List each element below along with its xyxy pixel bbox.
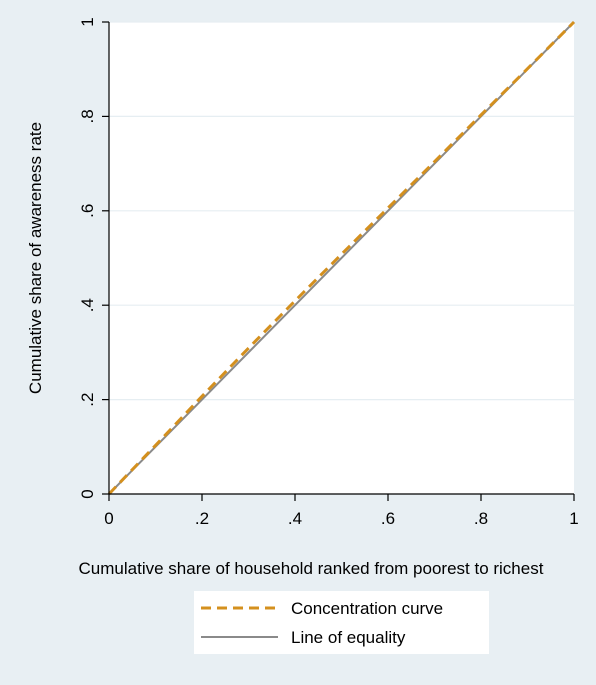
y-ticks: 0 .2 .4 .6 .8 1 <box>78 17 109 499</box>
series-layer <box>107 20 576 496</box>
legend-box <box>194 591 489 654</box>
series-line-concentration-curve <box>107 20 576 496</box>
x-tick-label: .8 <box>474 509 488 528</box>
y-tick-label: 1 <box>78 17 97 26</box>
legend: Concentration curve Line of equality <box>194 591 489 654</box>
x-tick-label: 1 <box>569 509 578 528</box>
axes <box>108 22 574 495</box>
x-tick-label: .6 <box>381 509 395 528</box>
x-tick-label: .4 <box>288 509 302 528</box>
legend-label-concentration-curve: Concentration curve <box>291 599 443 618</box>
y-axis-title: Cumulative share of awareness rate <box>26 122 45 394</box>
y-tick-label: 0 <box>78 489 97 498</box>
x-axis-title: Cumulative share of household ranked fro… <box>79 559 544 578</box>
y-tick-label: .2 <box>78 393 97 407</box>
y-tick-label: .8 <box>78 109 97 123</box>
y-tick-label: .6 <box>78 204 97 218</box>
y-tick-label: .4 <box>78 298 97 312</box>
legend-label-line-of-equality: Line of equality <box>291 628 406 647</box>
x-tick-label: .2 <box>195 509 209 528</box>
x-ticks: 0 .2 .4 .6 .8 1 <box>104 494 579 528</box>
grid-lines <box>109 21 574 401</box>
x-tick-label: 0 <box>104 509 113 528</box>
